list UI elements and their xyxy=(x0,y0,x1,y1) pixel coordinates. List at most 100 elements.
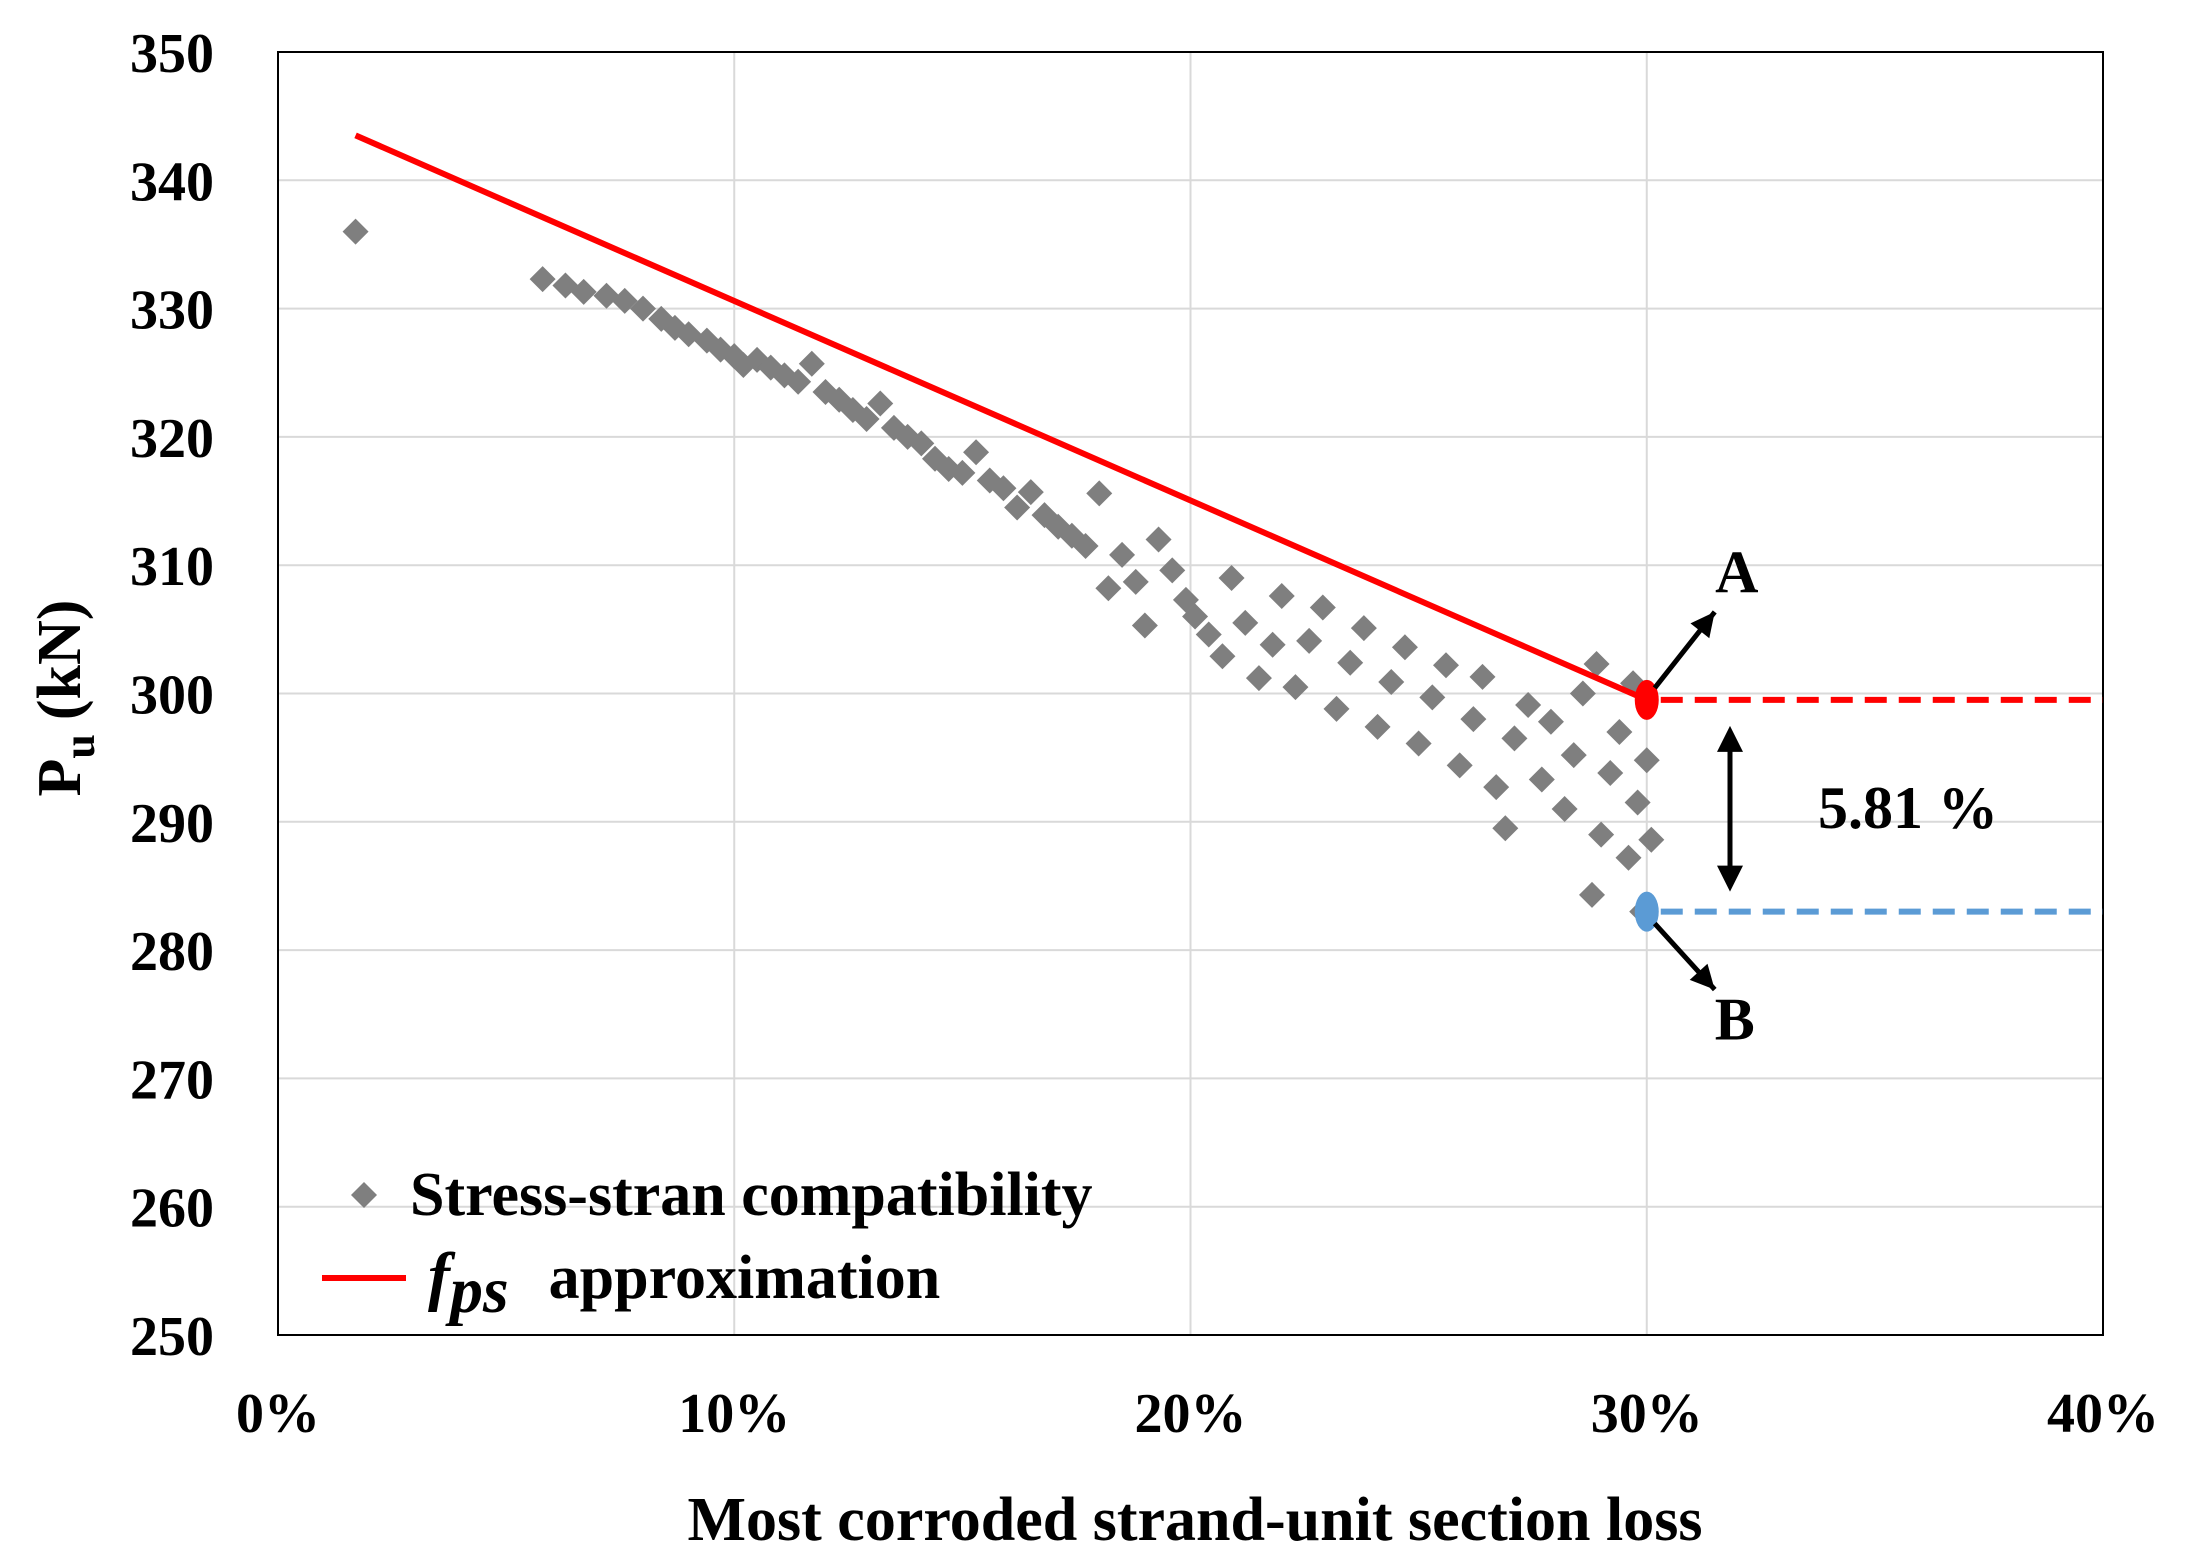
y-axis-label-main: P xyxy=(26,759,94,797)
y-tick-label: 300 xyxy=(130,665,214,727)
point-a-marker xyxy=(1634,679,1659,720)
scatter-point xyxy=(990,475,1017,502)
y-axis-label-unit: (kN) xyxy=(26,600,94,721)
scatter-point xyxy=(1364,713,1391,740)
scatter-point xyxy=(1588,821,1615,848)
difference-arrow xyxy=(1717,725,1743,892)
x-tick-label: 30% xyxy=(1591,1383,1703,1445)
y-tick-label: 350 xyxy=(130,23,214,85)
scatter-point xyxy=(1483,774,1510,801)
scatter-point xyxy=(1086,480,1113,507)
scatter-point xyxy=(1405,730,1432,757)
scatter-point xyxy=(1309,594,1336,621)
scatter-point xyxy=(1259,631,1286,658)
label-a: A xyxy=(1715,539,1758,605)
legend-line-label-rest: approximation xyxy=(549,1244,941,1312)
scatter-point xyxy=(1282,674,1309,701)
scatter-point xyxy=(1638,826,1665,853)
scatter-point xyxy=(1159,557,1186,584)
scatter-point xyxy=(1419,684,1446,711)
y-tick-labels: 250 260 270 280 290 300 310 320 330 340 350 xyxy=(130,23,214,1368)
y-tick-label: 250 xyxy=(130,1306,214,1368)
scatter-point xyxy=(1268,582,1295,609)
y-tick-label: 330 xyxy=(130,280,214,342)
scatter-point xyxy=(1209,643,1236,670)
scatter-point xyxy=(1195,621,1222,648)
y-tick-label: 310 xyxy=(130,536,214,598)
scatter-point xyxy=(342,218,369,245)
difference-arrow-head-bottom xyxy=(1717,865,1743,892)
scatter-point xyxy=(1583,650,1610,677)
scatter-point xyxy=(1109,541,1136,568)
scatter-point xyxy=(1095,575,1122,602)
arrow-to-label-b-head xyxy=(1689,963,1715,990)
scatter-point xyxy=(1017,479,1044,506)
x-tick-label: 40% xyxy=(2047,1383,2159,1445)
legend-scatter-label: Stress-stran compatibility xyxy=(410,1161,1093,1229)
arrow-to-label-b xyxy=(1652,921,1717,992)
scatter-point xyxy=(1633,747,1660,774)
scatter-point xyxy=(1323,695,1350,722)
series-lines xyxy=(354,132,1648,703)
x-tick-labels: 0% 10% 20% 30% 40% xyxy=(236,1383,2159,1445)
scatter-point xyxy=(1551,795,1578,822)
x-tick-label: 10% xyxy=(678,1383,790,1445)
legend: Stress-stran compatibility fps approximat… xyxy=(322,1161,1093,1327)
y-tick-label: 320 xyxy=(130,408,214,470)
scatter-point xyxy=(1218,565,1245,592)
arrow-to-label-a-head xyxy=(1690,611,1715,639)
scatter-point xyxy=(1122,568,1149,595)
scatter-point xyxy=(1072,532,1099,559)
scatter-point xyxy=(1245,665,1272,692)
scatter-point xyxy=(1606,718,1633,745)
y-axis-label: Pu (kN) xyxy=(26,600,104,797)
scatter-point xyxy=(1460,706,1487,733)
scatter-point xyxy=(1145,526,1172,553)
y-axis-label-subscript: u xyxy=(55,734,104,758)
scatter-point xyxy=(1515,692,1542,719)
approximation-line xyxy=(354,132,1648,703)
x-axis-label: Most corroded strand-unit section loss xyxy=(688,1486,1703,1554)
scatter-point xyxy=(1492,815,1519,842)
scatter-point xyxy=(1528,766,1555,793)
scatter-point xyxy=(949,459,976,486)
scatter-point xyxy=(1501,725,1528,752)
scatter-point xyxy=(1569,680,1596,707)
scatter-point xyxy=(1597,760,1624,787)
scatter-point xyxy=(593,282,620,309)
annotations: A B 5.81 % xyxy=(1634,539,2103,1053)
scatter-point xyxy=(1560,742,1587,769)
scatter-point xyxy=(1378,668,1405,695)
scatter-point xyxy=(1446,752,1473,779)
scatter-point xyxy=(1579,881,1605,908)
scatter-point xyxy=(630,295,656,322)
x-tick-label: 0% xyxy=(236,1383,320,1445)
scatter-point xyxy=(908,430,935,457)
scatter-point xyxy=(1537,708,1564,735)
difference-label: 5.81 % xyxy=(1818,775,1998,841)
scatter-point xyxy=(1131,612,1158,639)
scatter-point xyxy=(853,405,880,432)
y-tick-label: 340 xyxy=(130,151,214,213)
label-b: B xyxy=(1715,987,1755,1053)
scatter-point xyxy=(867,390,894,417)
difference-arrow-head-top xyxy=(1717,725,1743,752)
scatter-point xyxy=(1182,603,1209,630)
point-b-marker xyxy=(1634,891,1659,932)
scatter-point xyxy=(798,350,825,377)
legend-scatter-marker xyxy=(351,1182,377,1208)
y-tick-label: 280 xyxy=(130,921,214,983)
scatter-point xyxy=(1350,615,1377,642)
scatter-point xyxy=(1296,627,1323,654)
plot-area-border xyxy=(277,51,2104,1336)
y-tick-label: 260 xyxy=(130,1178,214,1240)
scatter-point xyxy=(785,368,812,395)
scatter-point xyxy=(1337,649,1364,676)
scatter-point xyxy=(570,278,597,305)
scatter-point xyxy=(963,439,990,466)
y-tick-label: 290 xyxy=(130,793,214,855)
scatter-point xyxy=(1433,652,1459,679)
scatter-points xyxy=(342,218,1665,925)
